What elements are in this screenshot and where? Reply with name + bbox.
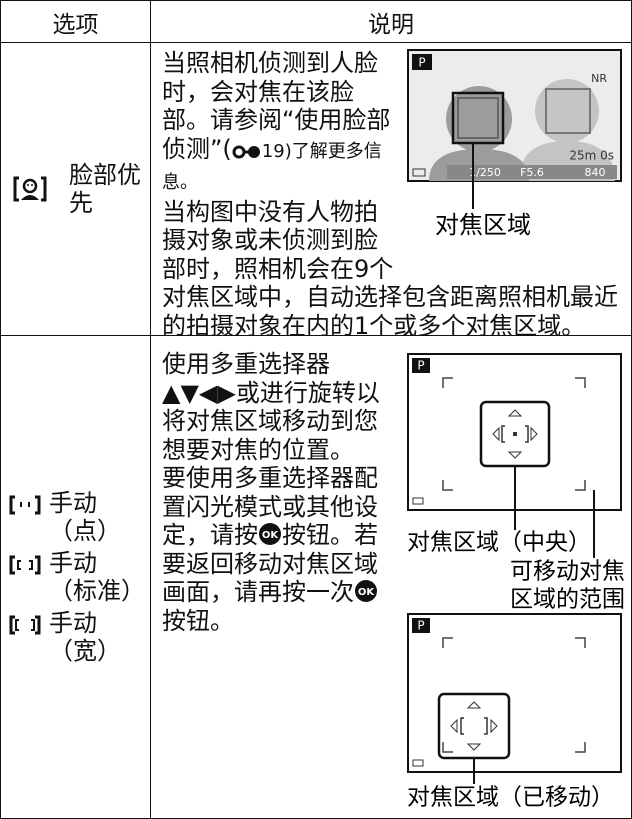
option: 手动 （标准） <box>9 549 150 605</box>
header-description: 说明 <box>368 11 414 38</box>
header-option: 选项 <box>52 11 99 38</box>
option: 手动 （宽） <box>9 609 150 665</box>
option-label: 手动 （宽） <box>49 609 121 665</box>
label-line: （标准） <box>49 577 145 605</box>
header-cell: 说明 <box>151 1 631 43</box>
callout-label: 对焦区域 <box>435 211 531 239</box>
nr-label: NR <box>591 72 607 85</box>
callout-label: 区域的范围 <box>510 587 625 613</box>
link-icon <box>232 145 260 158</box>
camera-screen: P NR 25m 0s 1/250 F5.6 840 对焦区域 <box>407 49 622 239</box>
callout-label: 对焦区域（中央） <box>407 530 591 556</box>
camera-screens: P 对焦区域（中央） 可移动对焦 区域的范围 P <box>407 353 625 811</box>
remaining-time: 25m 0s <box>569 149 614 163</box>
paragraph: 当照相机侦测到人脸时，会对焦在该脸部。请参阅“使用脸部侦测”(19)了解更多信息… <box>162 49 627 198</box>
text: 或进行旋转以将对焦区域移动到您想要对焦的位置。 <box>162 378 380 464</box>
text: 要使用多重选择器配置闪光模式或其他设定，请按 <box>162 464 378 549</box>
mode-label: P <box>417 359 424 373</box>
label-line: （宽） <box>49 637 121 665</box>
selector-arrows: ▲▼◀▶ <box>162 378 236 407</box>
normal-icon <box>9 555 41 575</box>
label-line: 手动 <box>49 549 97 577</box>
callout-label: 可移动对焦 <box>510 559 625 585</box>
label-line: （点） <box>49 517 121 545</box>
wide-icon <box>9 615 41 635</box>
description-cell: P 对焦区域（中央） 可移动对焦 区域的范围 P <box>151 336 631 818</box>
ok-button-icon: OK <box>259 523 281 545</box>
mode-label: P <box>417 619 424 633</box>
label-line: 手动 <box>49 609 97 637</box>
text: 19)了解更多信息。 <box>162 140 382 194</box>
option-label: 脸部优先 <box>69 161 141 217</box>
face-priority-icon <box>13 176 47 202</box>
spot-icon <box>9 495 41 515</box>
option-label: 手动 （点） <box>49 489 121 545</box>
header-cell: 选项 <box>1 1 151 43</box>
figure: P 对焦区域（中央） 可移动对焦 区域的范围 P <box>397 350 627 812</box>
aperture: F5.6 <box>520 166 544 179</box>
option-cell: 脸部优先 <box>1 43 151 336</box>
ok-label: OK <box>262 530 280 541</box>
ok-button-icon: OK <box>355 580 377 602</box>
text: 当照相机侦测到人脸时，会对焦在该脸部。请参阅“使用脸部侦测”( <box>162 49 391 163</box>
option-label: 手动 （标准） <box>49 549 145 605</box>
text: 按钮。 <box>162 606 234 635</box>
option: 手动 （点） <box>9 489 150 545</box>
paragraph: 当构图中没有人物拍摄对象或未侦测到脸部时，照相机会在9个对焦区域中，自动选择包含… <box>162 197 627 336</box>
text: 当构图中没有人物拍摄对象或未侦测到脸部时，照相机会在9个对焦区域中，自动选择包含… <box>162 197 618 336</box>
label-line: 手动 <box>49 489 97 517</box>
description-cell: P NR 25m 0s 1/250 F5.6 840 对焦区域 当照相机侦测到人… <box>151 43 631 336</box>
figure: P NR 25m 0s 1/250 F5.6 840 对焦区域 <box>397 49 627 269</box>
paragraph: 要使用多重选择器配置闪光模式或其他设定，请按 OK 按钮。若要返回移动对焦区域画面，… <box>162 464 627 635</box>
ok-label: OK <box>358 587 376 598</box>
mode-label: P <box>418 56 425 70</box>
option-cell: 手动 （点） 手动 （标准） 手动 （宽） <box>1 336 151 818</box>
paragraph: 使用多重选择器 ▲▼◀▶或进行旋转以将对焦区域移动到您想要对焦的位置。 <box>162 350 627 464</box>
shots-remaining: 840 <box>585 166 606 179</box>
callout-label: 对焦区域（已移动） <box>407 785 614 811</box>
shutter-speed: 1/250 <box>469 166 501 179</box>
text: 按钮。若要返回移动对焦区域画面，请再按一次 <box>162 521 378 606</box>
text: 使用多重选择器 <box>162 350 330 378</box>
